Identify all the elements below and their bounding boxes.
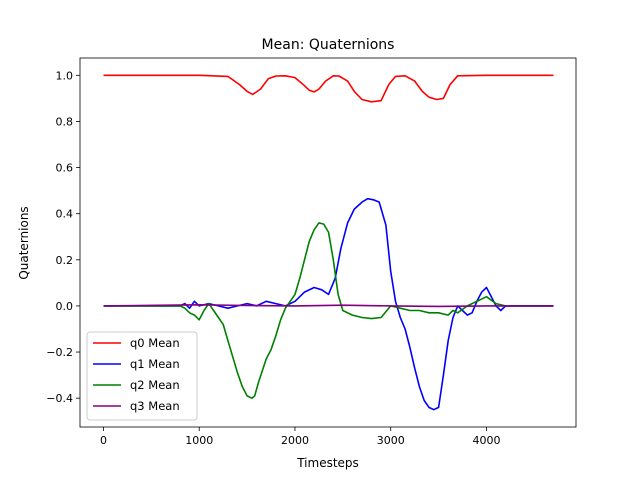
series-line-q3 bbox=[103, 303, 554, 308]
legend-box bbox=[86, 331, 198, 421]
x-tick-label: 2000 bbox=[281, 434, 309, 447]
series-line-q2 bbox=[103, 222, 554, 400]
x-tick-label: 4000 bbox=[472, 434, 500, 447]
legend-entry-q0: q0 Mean bbox=[93, 336, 180, 350]
series-line-q0 bbox=[103, 74, 554, 103]
legend-entry-q2: q2 Mean bbox=[93, 378, 180, 392]
y-tick-label: 0.4 bbox=[56, 208, 74, 221]
ticks-layer: 0 1000 2000 3000 4000 −0.4 −0.2 0.0 0.2 0.4 0.6 0.8… bbox=[46, 69, 500, 447]
y-tick-label: 0.6 bbox=[56, 162, 74, 175]
y-tick-label: 0.8 bbox=[56, 115, 74, 128]
legend-label-q0: q0 Mean bbox=[130, 336, 180, 350]
x-axis-label: Timesteps bbox=[296, 456, 359, 470]
chart-title: Mean: Quaternions bbox=[262, 37, 395, 53]
series-layer bbox=[103, 74, 554, 411]
y-tick-label: 0.0 bbox=[56, 300, 74, 313]
y-tick-label: −0.2 bbox=[46, 346, 73, 359]
x-tick-label: 3000 bbox=[377, 434, 405, 447]
legend-label-q3: q3 Mean bbox=[130, 399, 180, 413]
legend: q0 Mean q1 Mean q2 Mean q3 Mean bbox=[86, 331, 198, 421]
legend-entry-q3: q3 Mean bbox=[93, 399, 180, 413]
legend-label-q2: q2 Mean bbox=[130, 378, 180, 392]
plot-frame bbox=[79, 57, 577, 428]
x-tick-label: 0 bbox=[100, 434, 107, 447]
y-tick-label: 0.2 bbox=[56, 254, 74, 267]
x-tick-label: 1000 bbox=[185, 434, 213, 447]
y-axis-label: Quaternions bbox=[17, 206, 31, 279]
legend-label-q1: q1 Mean bbox=[130, 357, 180, 371]
y-tick-label: −0.4 bbox=[46, 392, 73, 405]
y-tick-label: 1.0 bbox=[56, 69, 74, 82]
legend-entry-q1: q1 Mean bbox=[93, 357, 180, 371]
